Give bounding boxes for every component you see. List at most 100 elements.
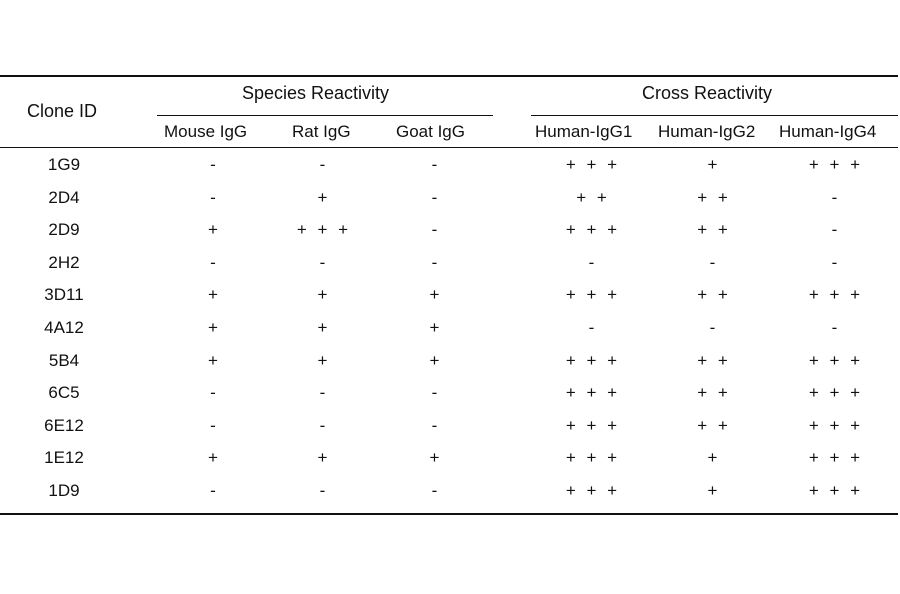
mouse-igg-cell: + <box>208 285 221 305</box>
mouse-igg-cell: - <box>210 187 219 207</box>
clone-id-cell: 1D9 <box>48 480 80 500</box>
table-body: 1G9 - - - + + + + + + + 2D4 - + - + + + … <box>0 149 898 508</box>
rat-igg-cell: + <box>317 187 331 207</box>
table-row: 1D9 - - - + + + + + + + <box>0 475 898 508</box>
col-header-human-igg4: Human-IgG4 <box>779 122 877 141</box>
col-header-goat-igg: Goat IgG <box>396 122 465 141</box>
human-igg1-cell: + + + <box>565 448 621 468</box>
clone-id-cell: 3D11 <box>44 285 84 305</box>
clone-id-cell: 5B4 <box>48 350 80 370</box>
human-igg1-cell: + + + <box>565 220 621 240</box>
human-igg2-cell: + <box>707 448 721 468</box>
mouse-igg-cell: - <box>210 252 219 272</box>
human-igg4-cell: - <box>831 187 841 207</box>
mouse-igg-cell: + <box>208 317 221 337</box>
human-igg4-cell: - <box>831 220 841 240</box>
clone-id-cell: 2D9 <box>48 220 80 240</box>
goat-igg-cell: - <box>431 187 441 207</box>
human-igg2-cell: + + <box>697 220 731 240</box>
human-igg1-cell: + + + <box>565 285 621 305</box>
human-igg4-cell: - <box>831 317 841 337</box>
human-igg2-cell: - <box>709 317 719 337</box>
human-igg4-cell: + + + <box>808 350 864 370</box>
mouse-igg-cell: - <box>210 415 219 435</box>
goat-igg-cell: + <box>429 317 443 337</box>
clone-id-cell: 2D4 <box>48 187 80 207</box>
mouse-igg-cell: - <box>210 383 219 403</box>
human-igg4-cell: + + + <box>808 448 864 468</box>
goat-igg-cell: - <box>431 383 441 403</box>
rat-igg-cell: - <box>319 480 329 500</box>
clone-id-cell: 1G9 <box>47 155 81 174</box>
rat-igg-cell: - <box>319 252 329 272</box>
human-igg1-cell: - <box>588 317 598 337</box>
col-header-mouse-igg: Mouse IgG <box>164 122 248 141</box>
human-igg1-cell: + + + <box>565 155 621 174</box>
rat-igg-cell: + <box>317 350 331 370</box>
human-igg2-cell: - <box>709 252 719 272</box>
human-igg4-cell: + + + <box>808 383 864 403</box>
human-igg1-cell: + + + <box>565 480 621 500</box>
goat-igg-cell: - <box>431 220 441 240</box>
species-reactivity-header: Species Reactivity <box>242 83 390 103</box>
human-igg4-cell: + + + <box>808 480 864 500</box>
table-row: 2D9 + + + + - + + + + + - <box>0 214 898 247</box>
reactivity-table: Clone ID Species Reactivity Cross Reacti… <box>0 75 898 515</box>
clone-id-header: Clone ID <box>27 101 98 121</box>
human-igg1-cell: + + + <box>565 415 621 435</box>
header-divider <box>0 147 898 148</box>
table-row: 6C5 - - - + + + + + + + + <box>0 377 898 410</box>
table-row: 1G9 - - - + + + + + + + <box>0 149 898 182</box>
human-igg4-cell: - <box>831 252 841 272</box>
rat-igg-cell: - <box>319 155 329 174</box>
rat-igg-cell: - <box>319 415 329 435</box>
human-igg2-cell: + <box>707 480 721 500</box>
clone-id-cell: 6C5 <box>48 383 80 403</box>
table-row: 4A12 + + + - - - <box>0 312 898 345</box>
human-igg2-cell: + + <box>697 285 731 305</box>
rat-igg-cell: + <box>317 448 331 468</box>
human-igg1-cell: + + + <box>565 383 621 403</box>
human-igg4-cell: + + + <box>808 155 864 174</box>
mouse-igg-cell: - <box>210 155 219 174</box>
rat-igg-cell: + <box>317 285 331 305</box>
mouse-igg-cell: + <box>208 350 221 370</box>
col-header-human-igg1: Human-IgG1 <box>535 122 633 141</box>
human-igg2-cell: + + <box>697 350 731 370</box>
clone-id-cell: 1E12 <box>44 448 84 468</box>
human-igg2-cell: + + <box>697 187 731 207</box>
goat-igg-cell: + <box>429 448 443 468</box>
mouse-igg-cell: + <box>208 448 221 468</box>
col-header-rat-igg: Rat IgG <box>292 122 351 141</box>
table-row: 2H2 - - - - - - <box>0 247 898 280</box>
goat-igg-cell: - <box>431 480 441 500</box>
goat-igg-cell: + <box>429 285 443 305</box>
human-igg1-cell: - <box>588 252 598 272</box>
rat-igg-cell: + <box>317 317 331 337</box>
human-igg1-cell: + + <box>576 187 610 207</box>
goat-igg-cell: - <box>431 415 441 435</box>
human-igg4-cell: + + + <box>808 415 864 435</box>
table-row: 2D4 - + - + + + + - <box>0 182 898 215</box>
human-igg4-cell: + + + <box>808 285 864 305</box>
clone-id-cell: 6E12 <box>44 415 84 435</box>
table-row: 1E12 + + + + + + + + + + <box>0 442 898 475</box>
table-row: 6E12 - - - + + + + + + + + <box>0 410 898 443</box>
species-group-rule <box>157 115 493 116</box>
cross-reactivity-header: Cross Reactivity <box>642 83 773 103</box>
human-igg2-cell: + + <box>697 415 731 435</box>
rat-igg-cell: + + + <box>296 220 352 240</box>
goat-igg-cell: - <box>431 155 441 174</box>
human-igg1-cell: + + + <box>565 350 621 370</box>
goat-igg-cell: + <box>429 350 443 370</box>
cross-group-rule <box>531 115 898 116</box>
mouse-igg-cell: + <box>208 220 221 240</box>
table-row: 5B4 + + + + + + + + + + + <box>0 345 898 378</box>
human-igg2-cell: + + <box>697 383 731 403</box>
goat-igg-cell: - <box>431 252 441 272</box>
clone-id-cell: 4A12 <box>44 317 84 337</box>
rat-igg-cell: - <box>319 383 329 403</box>
clone-id-cell: 2H2 <box>48 252 80 272</box>
mouse-igg-cell: - <box>210 480 219 500</box>
col-header-human-igg2: Human-IgG2 <box>658 122 756 141</box>
